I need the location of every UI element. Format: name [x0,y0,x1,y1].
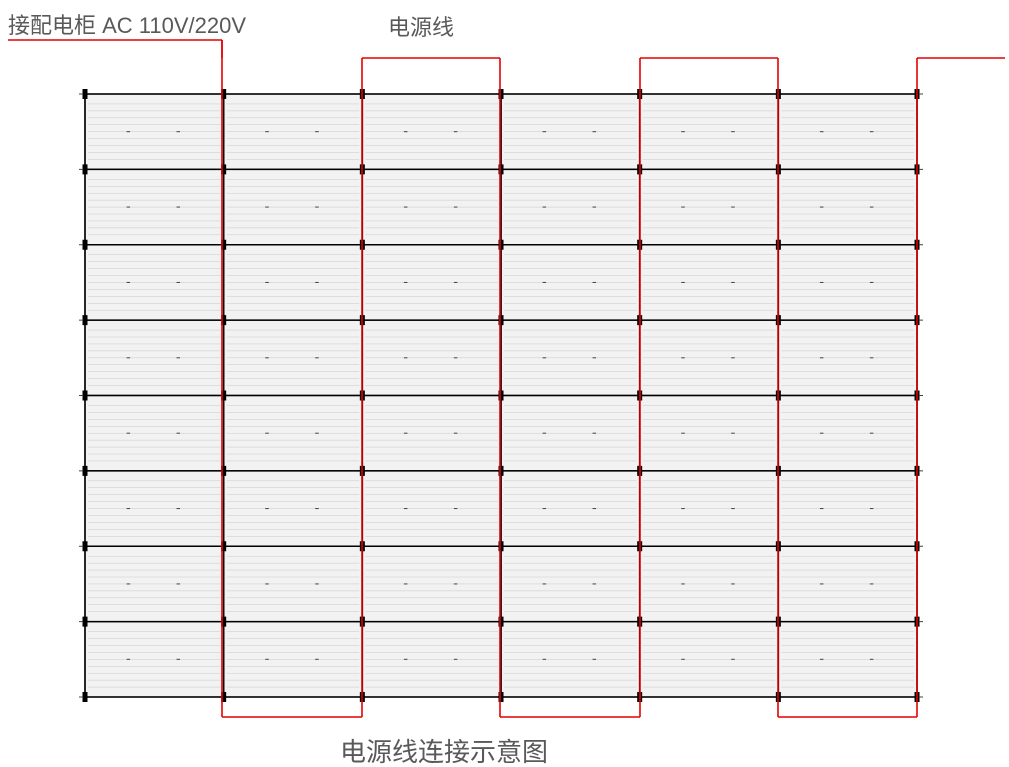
wiring-diagram [0,0,1009,767]
diagram-stage: { "labels": { "cabinet": "接配电柜 AC 110V/2… [0,0,1009,767]
